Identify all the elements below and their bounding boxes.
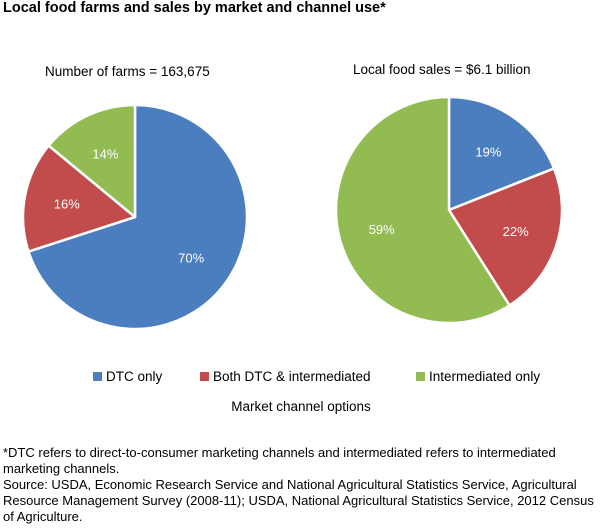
legend-item-intermediated: Intermediated only xyxy=(416,369,540,384)
legend-label-intermediated: Intermediated only xyxy=(429,369,541,384)
legend-swatch-both xyxy=(200,372,209,381)
farms-slice-dtc xyxy=(27,103,249,331)
legend-item-both: Both DTC & intermediated xyxy=(200,369,371,384)
farms-slice-both-dtc-intermediated xyxy=(21,144,137,253)
sales-slice-both-dtc-intermediated xyxy=(447,167,564,307)
sales-label-both-dtc-intermediated: 22% xyxy=(503,224,529,239)
sales-slice-dtc xyxy=(447,95,556,212)
sales-pie: 19% 22% 59% xyxy=(334,95,564,325)
footnote-source: Source: USDA, Economic Research Service … xyxy=(3,477,594,524)
chart-title: Local food farms and sales by market and… xyxy=(3,0,386,16)
legend: DTC only Both DTC & intermediated Interm… xyxy=(0,369,602,387)
legend-swatch-intermediated xyxy=(416,372,425,381)
sales-pie-title: Local food sales = $6.1 billion xyxy=(353,62,531,77)
sales-label-intermediated: 59% xyxy=(369,222,395,237)
pie-charts: 70% 16% 14% 19% 22% 59% xyxy=(21,95,564,331)
legend-item-dtc: DTC only xyxy=(93,369,162,384)
farms-slice-intermediated xyxy=(47,103,137,219)
legend-swatch-dtc xyxy=(93,372,102,381)
legend-caption: Market channel options xyxy=(231,399,371,414)
farms-label-dtc: 70% xyxy=(178,250,204,265)
sales-slice-intermediated xyxy=(334,95,511,325)
farms-label-intermediated: 14% xyxy=(92,147,118,162)
farms-pie-title: Number of farms = 163,675 xyxy=(45,64,210,79)
footnote-definition: *DTC refers to direct-to-consumer market… xyxy=(3,445,556,476)
farms-label-both-dtc-intermediated: 16% xyxy=(54,196,80,211)
legend-label-both: Both DTC & intermediated xyxy=(213,369,371,384)
sales-label-dtc: 19% xyxy=(475,145,501,160)
legend-label-dtc: DTC only xyxy=(106,369,163,384)
farms-pie: 70% 16% 14% xyxy=(21,103,249,331)
footnote: *DTC refers to direct-to-consumer market… xyxy=(3,445,599,525)
